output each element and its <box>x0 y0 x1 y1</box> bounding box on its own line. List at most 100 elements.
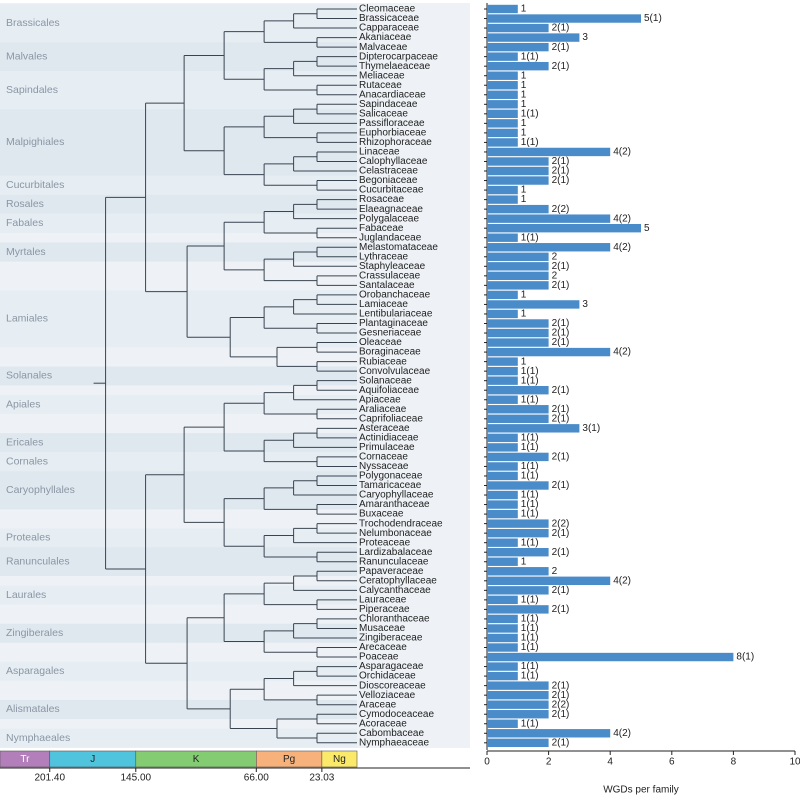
bar <box>487 652 734 662</box>
family-label: Aquifoliaceae <box>359 385 419 396</box>
bar <box>487 528 549 538</box>
order-label: Apiales <box>6 398 40 410</box>
order-label: Brassicales <box>6 17 60 29</box>
order-band <box>0 728 357 748</box>
bar <box>487 214 611 223</box>
bar <box>487 633 518 643</box>
family-label: Juglandaceae <box>359 232 422 243</box>
family-label: Capparaceae <box>359 23 419 34</box>
family-label: Orchidaceae <box>359 671 416 682</box>
family-label: Melastomataceae <box>359 242 438 253</box>
family-label: Piperaceae <box>359 604 410 615</box>
family-label: Dipterocarpaceae <box>359 51 438 62</box>
bar <box>487 281 549 290</box>
bar <box>487 81 518 90</box>
family-label: Anacardiaceae <box>359 89 426 100</box>
family-label: Thymelaeaceae <box>359 61 431 72</box>
bar-value-label: 1 <box>521 290 527 301</box>
bar <box>487 42 549 52</box>
period-box <box>321 750 358 768</box>
order-label: Cornales <box>6 455 48 467</box>
x-tick-label: 4 <box>607 757 613 768</box>
bar-value-label: 1(1) <box>521 499 539 510</box>
family-label: Proteaceae <box>359 537 411 548</box>
bar-value-label: 2(1) <box>552 547 570 558</box>
bar <box>487 567 549 576</box>
bar <box>487 595 518 605</box>
bar-value-label: 1(1) <box>521 537 539 548</box>
bar-value-label: 2(1) <box>552 709 570 720</box>
bar-value-label: 2(1) <box>552 413 570 424</box>
bar <box>487 605 549 614</box>
family-label: Cabombaceae <box>359 728 424 739</box>
order-band <box>0 175 357 195</box>
family-label: Oleaceae <box>359 337 402 348</box>
bar <box>487 233 518 242</box>
order-band <box>0 213 357 233</box>
order-label: Laurales <box>6 589 46 601</box>
bar <box>487 252 549 261</box>
bar-value-label: 2(1) <box>552 452 570 463</box>
bar <box>487 719 518 728</box>
family-label: Ceratophyllaceae <box>359 575 437 586</box>
bar-value-label: 2(1) <box>552 261 570 272</box>
period-label: Pg <box>283 754 295 765</box>
bar <box>487 166 549 176</box>
bar-value-label: 1(1) <box>521 137 539 148</box>
bar <box>487 662 518 671</box>
bar <box>487 443 518 452</box>
order-band <box>0 699 357 719</box>
family-label: Arecaceae <box>359 642 407 653</box>
bar-value-label: 1(1) <box>521 614 539 625</box>
bar <box>487 519 549 528</box>
bar <box>487 710 549 719</box>
x-tick-label: 0 <box>484 757 490 768</box>
bar <box>487 357 518 366</box>
bar-value-label: 2(1) <box>552 156 570 167</box>
family-label: Actinidiaceae <box>359 432 419 443</box>
family-label: Papaveraceae <box>359 566 424 577</box>
bar <box>487 347 611 357</box>
family-label: Acoraceae <box>359 718 407 729</box>
family-label: Calophyllaceae <box>359 156 428 167</box>
family-label: Tamaricaceae <box>359 480 422 491</box>
period-label: J <box>90 754 95 765</box>
time-tick-label: 23.03 <box>309 773 334 784</box>
bar <box>487 195 518 204</box>
family-label: Santalaceae <box>359 280 415 291</box>
bar-value-label: 2(1) <box>552 480 570 491</box>
family-label: Solanaceae <box>359 375 412 386</box>
period-label: Ng <box>333 754 346 765</box>
bar-value-label: 4(2) <box>613 242 631 253</box>
bar <box>487 405 549 414</box>
family-label: Akaniaceae <box>359 32 412 43</box>
bar <box>487 700 549 709</box>
bar <box>487 424 580 433</box>
family-label: Asparagaceae <box>359 661 424 672</box>
order-band <box>0 366 357 386</box>
family-label: Polygalaceae <box>359 213 419 224</box>
bar-value-label: 1 <box>521 556 527 567</box>
bar-value-label: 2(1) <box>552 42 570 53</box>
bar-value-label: 1(1) <box>521 623 539 634</box>
bar-value-label: 1(1) <box>521 642 539 653</box>
family-label: Ranunculaceae <box>359 556 429 567</box>
family-label: Caprifoliaceae <box>359 413 423 424</box>
bar-value-label: 1 <box>521 89 527 100</box>
bar-value-label: 8(1) <box>736 652 754 663</box>
family-label: Araceae <box>359 699 397 710</box>
family-label: Primulaceae <box>359 442 415 453</box>
family-label: Poaceae <box>359 652 399 663</box>
x-tick-label: 2 <box>546 757 552 768</box>
family-label: Lentibulariaceae <box>359 309 433 320</box>
bar <box>487 71 518 80</box>
family-label: Lythraceae <box>359 251 409 262</box>
family-label: Dioscoreaceae <box>359 680 426 691</box>
bar-value-label: 1 <box>521 4 527 15</box>
family-label: Buxaceae <box>359 509 404 520</box>
bar <box>487 509 518 519</box>
family-label: Boraginaceae <box>359 347 421 358</box>
bar-value-label: 1(1) <box>521 442 539 453</box>
order-label: Cucurbitales <box>6 179 64 191</box>
family-label: Lardizabalaceae <box>359 547 433 558</box>
